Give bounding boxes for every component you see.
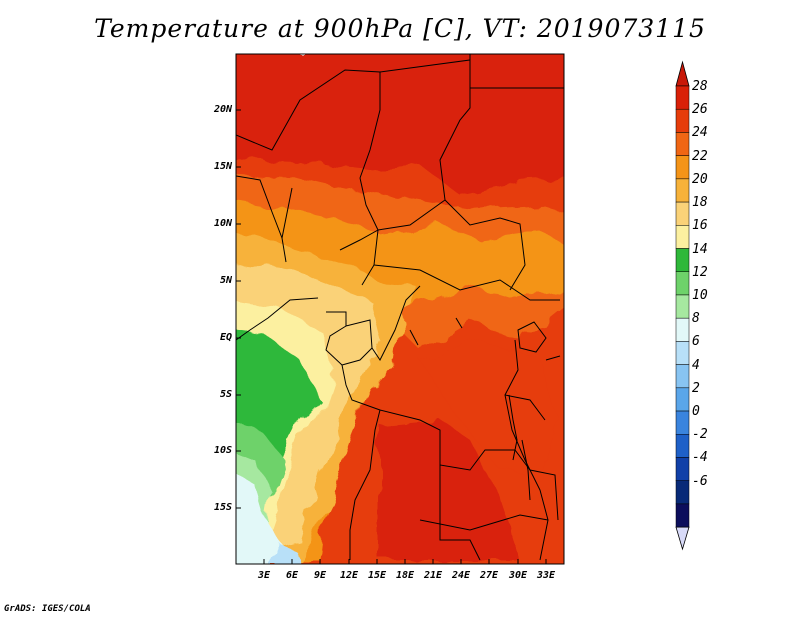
colorbar-label: 0 — [692, 404, 700, 420]
colorbar-swatch — [675, 178, 690, 203]
colorbar-swatch — [675, 503, 690, 528]
lat-label: 15S — [213, 502, 232, 513]
colorbar-swatch — [675, 457, 690, 481]
colorbar-label: 6 — [692, 334, 700, 350]
colorbar-swatch — [675, 155, 690, 180]
colorbar-label: 20 — [692, 171, 708, 187]
colorbar-bottom-arrow — [675, 526, 690, 551]
colorbar-label: 26 — [692, 102, 708, 118]
lon-label: 6E — [285, 570, 299, 581]
lon-label: 21E — [423, 570, 443, 581]
lon-label: 27E — [479, 570, 499, 581]
colorbar-swatch — [675, 85, 690, 110]
colorbar-swatch — [675, 294, 690, 319]
lon-label: 33E — [536, 570, 556, 581]
colorbar-label: 12 — [692, 264, 708, 280]
lat-label: 5S — [219, 389, 232, 400]
field-6-8 — [236, 473, 299, 564]
colorbar-label: 24 — [692, 125, 708, 141]
colorbar-label: 2 — [692, 380, 700, 396]
colorbar-swatch — [675, 434, 690, 458]
colorbar — [675, 60, 690, 551]
colorbar-swatch — [675, 387, 690, 412]
colorbar-label: 28 — [692, 79, 708, 94]
map-frame — [235, 53, 565, 565]
lat-label: 15N — [213, 161, 232, 172]
lon-ticks — [263, 559, 547, 564]
lake-outlines — [409, 317, 547, 501]
colorbar-label: 10 — [692, 287, 708, 303]
colorbar-swatch — [675, 225, 690, 249]
colorbar-swatch — [675, 108, 690, 133]
colorbar-label: 18 — [692, 195, 708, 211]
lon-label: 24E — [451, 570, 471, 581]
colorbar-swatch — [675, 248, 690, 272]
lat-label: EQ — [219, 332, 232, 343]
lat-label: 10S — [213, 445, 232, 456]
colorbar-swatch — [675, 341, 690, 365]
colorbar-label: -6 — [692, 473, 708, 489]
colorbar-label: 22 — [692, 148, 708, 164]
colorbar-label: -4 — [692, 450, 708, 466]
colorbar-label: 14 — [692, 241, 708, 257]
lon-label: 30E — [508, 570, 528, 581]
colorbar-swatch — [675, 480, 690, 505]
field-hot-core-east — [420, 340, 560, 480]
colorbar-swatch — [675, 132, 690, 156]
lat-ticks — [236, 109, 241, 509]
colorbar-swatch — [675, 317, 690, 342]
lat-label: 20N — [213, 104, 232, 115]
map-title: Temperature at 900hPa [C], VT: 201907311… — [94, 14, 706, 43]
colorbar-label: 16 — [692, 218, 708, 234]
colorbar-label: 8 — [692, 311, 700, 327]
lat-label: 10N — [213, 218, 232, 229]
colorbar-label: -2 — [692, 427, 708, 443]
lon-label: 3E — [257, 570, 271, 581]
colorbar-top-arrow — [675, 60, 690, 87]
colorbar-swatch — [675, 201, 690, 226]
lon-label: 15E — [367, 570, 387, 581]
grads-credit: GrADS: IGES/COLA — [4, 604, 91, 614]
colorbar-label: 4 — [692, 357, 700, 373]
lat-label: 5N — [219, 275, 232, 286]
country-borders — [236, 54, 564, 561]
lon-label: 18E — [395, 570, 415, 581]
colorbar-swatch — [675, 364, 690, 389]
lon-label: 9E — [313, 570, 327, 581]
colorbar-swatch — [675, 410, 690, 435]
lon-label: 12E — [339, 570, 359, 581]
temperature-field — [236, 54, 564, 564]
colorbar-swatch — [675, 271, 690, 296]
